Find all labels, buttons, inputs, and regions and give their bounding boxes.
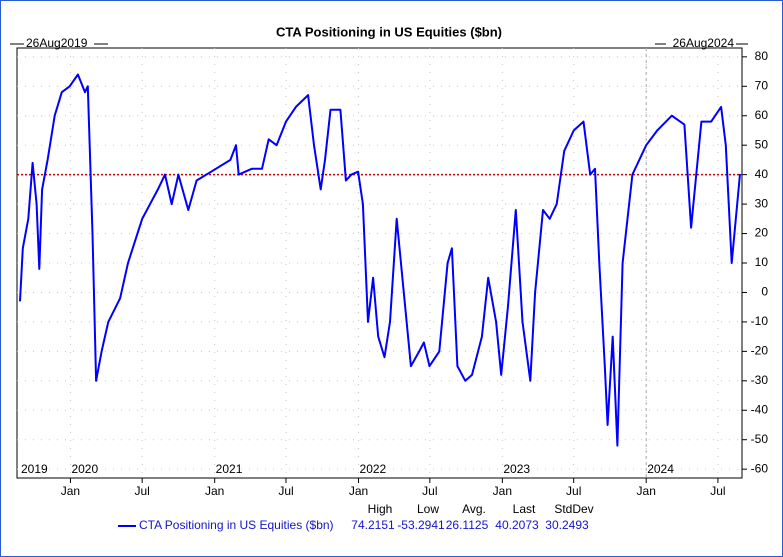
year-label: 2023 — [503, 462, 530, 476]
y-tick-label: 30 — [755, 196, 769, 210]
x-tick-label: Jan — [205, 484, 224, 498]
stat-header: Low — [417, 502, 439, 516]
x-tick-label: Jan — [637, 484, 656, 498]
x-tick-label: Jul — [134, 484, 149, 498]
year-label: 2022 — [360, 462, 387, 476]
year-label: 2019 — [21, 462, 48, 476]
y-tick-label: 20 — [755, 226, 769, 240]
x-tick-label: Jan — [61, 484, 80, 498]
stat-header: Avg. — [462, 502, 486, 516]
y-tick-label: -40 — [751, 402, 769, 416]
x-tick-label: Jul — [566, 484, 581, 498]
y-tick-label: 80 — [755, 49, 769, 63]
y-tick-label: -50 — [751, 432, 769, 446]
y-tick-label: 10 — [755, 255, 769, 269]
stat-header: High — [368, 502, 393, 516]
stat-value: 74.2151 — [351, 518, 395, 532]
x-tick-label: Jul — [278, 484, 293, 498]
y-tick-label: 60 — [755, 108, 769, 122]
y-tick-label: 0 — [761, 285, 768, 299]
stat-header: Last — [513, 502, 536, 516]
y-tick-label: -30 — [751, 373, 769, 387]
x-tick-label: Jan — [349, 484, 368, 498]
year-label: 2020 — [71, 462, 98, 476]
year-label: 2024 — [647, 462, 674, 476]
stat-value: 26.1125 — [446, 518, 489, 532]
stat-value: -53.2941 — [397, 518, 445, 532]
y-tick-label: -60 — [751, 461, 769, 475]
y-tick-label: -10 — [751, 314, 769, 328]
y-tick-label: 40 — [755, 167, 769, 181]
series-line — [19, 73, 741, 447]
stat-header: StdDev — [554, 502, 593, 516]
y-tick-label: 50 — [755, 137, 769, 151]
y-tick-label: -20 — [751, 344, 769, 358]
end-label: 26Aug2024 — [673, 36, 735, 50]
year-label: 2021 — [216, 462, 243, 476]
x-tick-label: Jul — [422, 484, 437, 498]
legend-label: CTA Positioning in US Equities ($bn) — [139, 518, 334, 532]
start-label: 26Aug2019 — [26, 36, 88, 50]
chart-title: CTA Positioning in US Equities ($bn) — [276, 24, 502, 39]
stat-value: 30.2493 — [545, 518, 589, 532]
x-tick-label: Jan — [493, 484, 512, 498]
x-tick-label: Jul — [710, 484, 725, 498]
stat-value: 40.2073 — [495, 518, 539, 532]
y-tick-label: 70 — [755, 78, 769, 92]
